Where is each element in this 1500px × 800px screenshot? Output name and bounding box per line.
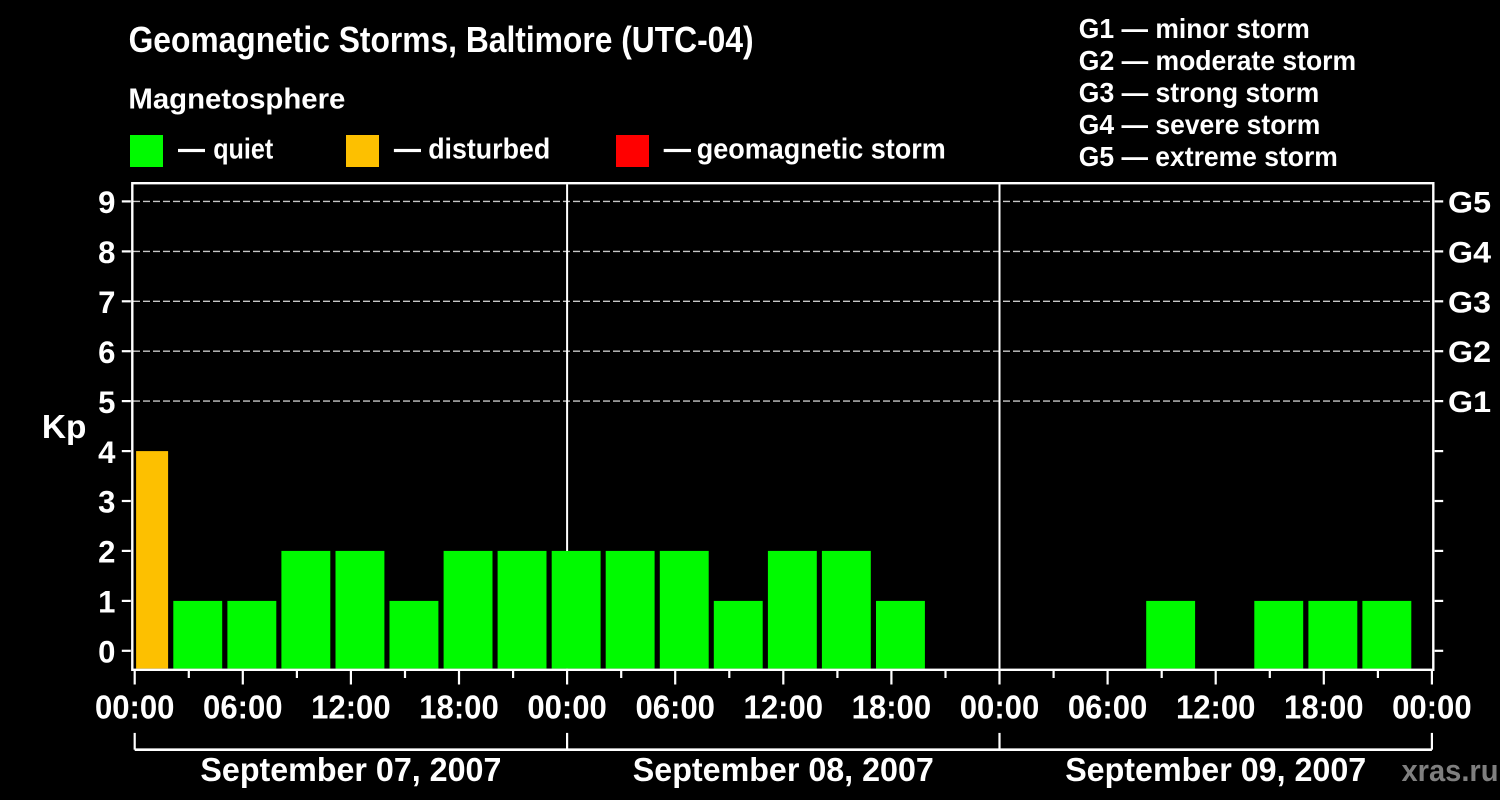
svg-text:quiet: quiet [213,133,273,165]
svg-text:September 07, 2007: September 07, 2007 [200,752,501,789]
svg-text:G2 — moderate storm: G2 — moderate storm [1079,45,1356,76]
svg-text:06:00: 06:00 [203,690,283,727]
svg-text:8: 8 [98,235,115,270]
svg-text:G3 — strong storm: G3 — strong storm [1079,77,1320,108]
svg-text:06:00: 06:00 [635,690,715,727]
svg-text:4: 4 [98,435,116,470]
svg-text:5: 5 [98,385,115,420]
svg-text:G1: G1 [1448,386,1491,419]
svg-text:12:00: 12:00 [744,690,824,727]
svg-text:G1 — minor storm: G1 — minor storm [1079,13,1310,44]
svg-text:18:00: 18:00 [852,690,932,727]
svg-text:18:00: 18:00 [419,690,499,727]
svg-text:1: 1 [98,585,115,620]
svg-text:00:00: 00:00 [1392,690,1472,727]
svg-text:06:00: 06:00 [1068,690,1148,727]
svg-text:G3: G3 [1448,286,1491,319]
svg-text:September 08, 2007: September 08, 2007 [633,752,934,789]
svg-text:G2: G2 [1448,336,1491,369]
svg-text:18:00: 18:00 [1284,690,1364,727]
svg-text:geomagnetic storm: geomagnetic storm [697,133,946,165]
svg-text:Magnetosphere: Magnetosphere [128,84,345,116]
svg-text:G5: G5 [1448,186,1491,219]
svg-text:12:00: 12:00 [311,690,391,727]
svg-text:G4 — severe storm: G4 — severe storm [1079,109,1321,140]
svg-text:G4: G4 [1448,236,1491,269]
svg-text:00:00: 00:00 [95,690,175,727]
svg-text:9: 9 [98,185,115,220]
svg-text:00:00: 00:00 [527,690,607,727]
svg-text:12:00: 12:00 [1176,690,1256,727]
svg-text:3: 3 [98,485,115,520]
svg-text:6: 6 [98,335,115,370]
svg-text:0: 0 [98,635,115,670]
svg-text:G5 — extreme storm: G5 — extreme storm [1079,141,1338,172]
svg-text:2: 2 [98,535,115,570]
svg-text:xras.ru: xras.ru [1402,754,1499,788]
svg-text:disturbed: disturbed [428,133,550,165]
svg-text:00:00: 00:00 [960,690,1040,727]
svg-text:7: 7 [98,285,115,320]
svg-text:September 09, 2007: September 09, 2007 [1065,752,1366,789]
svg-text:Kp: Kp [42,409,87,446]
svg-text:Geomagnetic Storms, Baltimore: Geomagnetic Storms, Baltimore (UTC-04) [129,19,754,60]
